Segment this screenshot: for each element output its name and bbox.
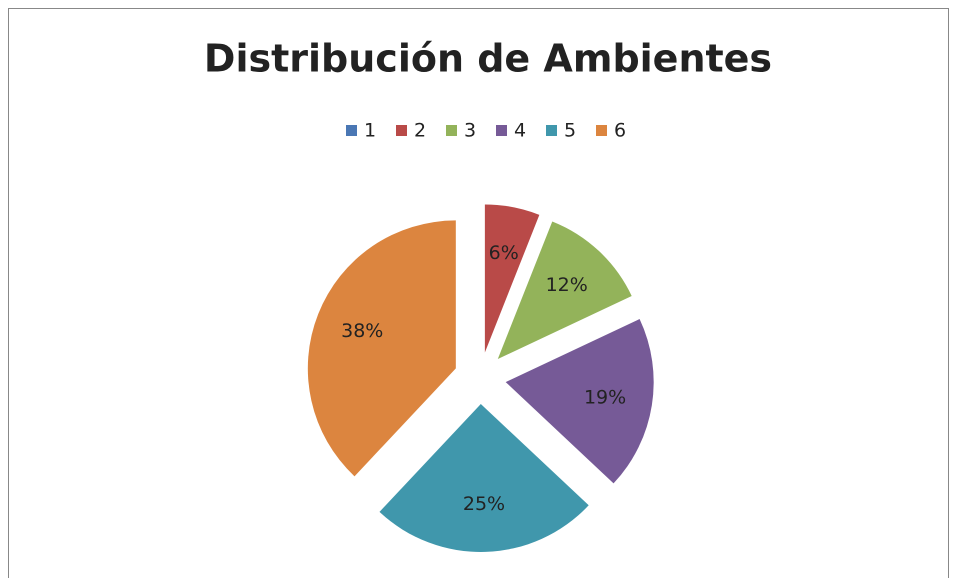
legend-swatch: [396, 125, 407, 136]
data-label: 25%: [463, 493, 505, 515]
pie-slice: [379, 403, 589, 552]
data-label: 12%: [546, 274, 588, 296]
chart-title: Distribución de Ambientes: [204, 37, 772, 81]
legend-swatch: [546, 125, 557, 136]
legend-label: 1: [364, 120, 376, 142]
data-label: 6%: [489, 242, 519, 264]
pie-slice: [497, 221, 632, 360]
legend-label: 5: [564, 120, 576, 142]
pie-slice: [484, 204, 540, 353]
legend-label: 4: [514, 120, 526, 142]
data-label: 19%: [584, 386, 626, 408]
legend-swatch: [346, 125, 357, 136]
legend-label: 3: [464, 120, 476, 142]
pie-slice: [505, 319, 654, 484]
legend-swatch: [496, 125, 507, 136]
legend-swatch: [596, 125, 607, 136]
legend-label: 6: [614, 120, 626, 142]
legend-label: 2: [414, 120, 426, 142]
legend-swatch: [446, 125, 457, 136]
data-label: 38%: [341, 320, 383, 342]
pie-slice: [307, 220, 456, 477]
